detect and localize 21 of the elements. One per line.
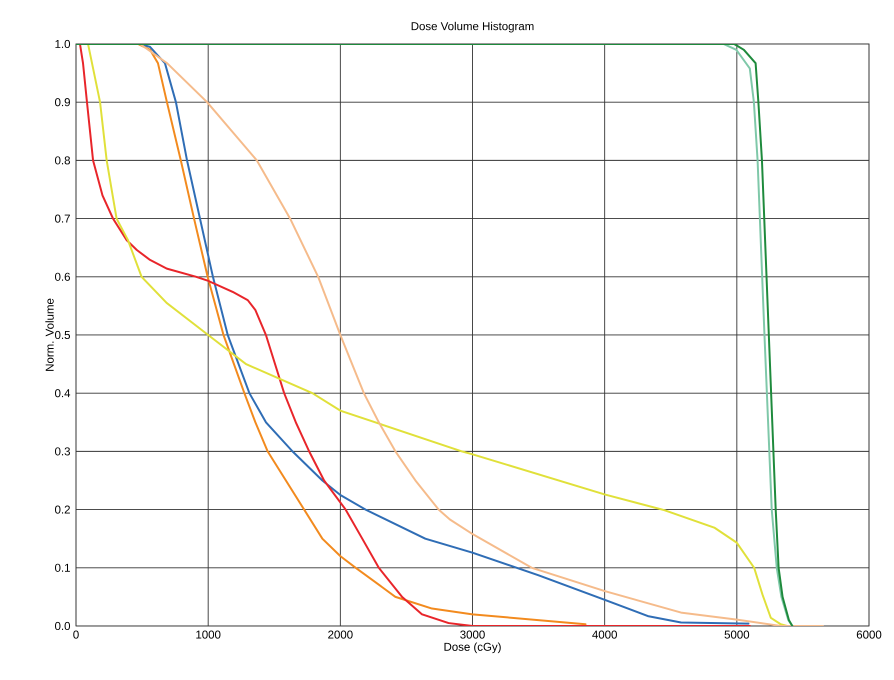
- x-tick-label: 0: [73, 630, 79, 639]
- x-tick-label: 1000: [196, 630, 220, 639]
- y-tick-label: 0.8: [55, 156, 70, 164]
- y-tick-label: 0.7: [55, 214, 70, 223]
- y-tick-label: 0.6: [55, 272, 70, 281]
- y-tick-label: 0.4: [55, 389, 70, 398]
- x-tick-label: 5000: [724, 630, 750, 639]
- y-tick-label: 0.1: [55, 564, 70, 572]
- x-axis-title: Dose (cGy): [444, 642, 501, 654]
- y-tick-label: 0.9: [55, 98, 70, 106]
- x-tick-label: 3000: [460, 630, 485, 639]
- y-tick-label: 0.2: [55, 506, 70, 514]
- x-tick-label: 6000: [856, 630, 882, 639]
- x-tick-label: 4000: [592, 630, 617, 639]
- y-tick-label: 0.0: [55, 622, 70, 630]
- y-tick-label: 0.5: [55, 330, 70, 340]
- y-tick-label: 1.0: [55, 40, 70, 48]
- chart-title: Dose Volume Histogram: [412, 22, 534, 32]
- y-axis-title: Norm. Volume: [45, 298, 54, 371]
- y-tick-label: 0.3: [55, 447, 70, 456]
- x-tick-label: 2000: [328, 630, 353, 639]
